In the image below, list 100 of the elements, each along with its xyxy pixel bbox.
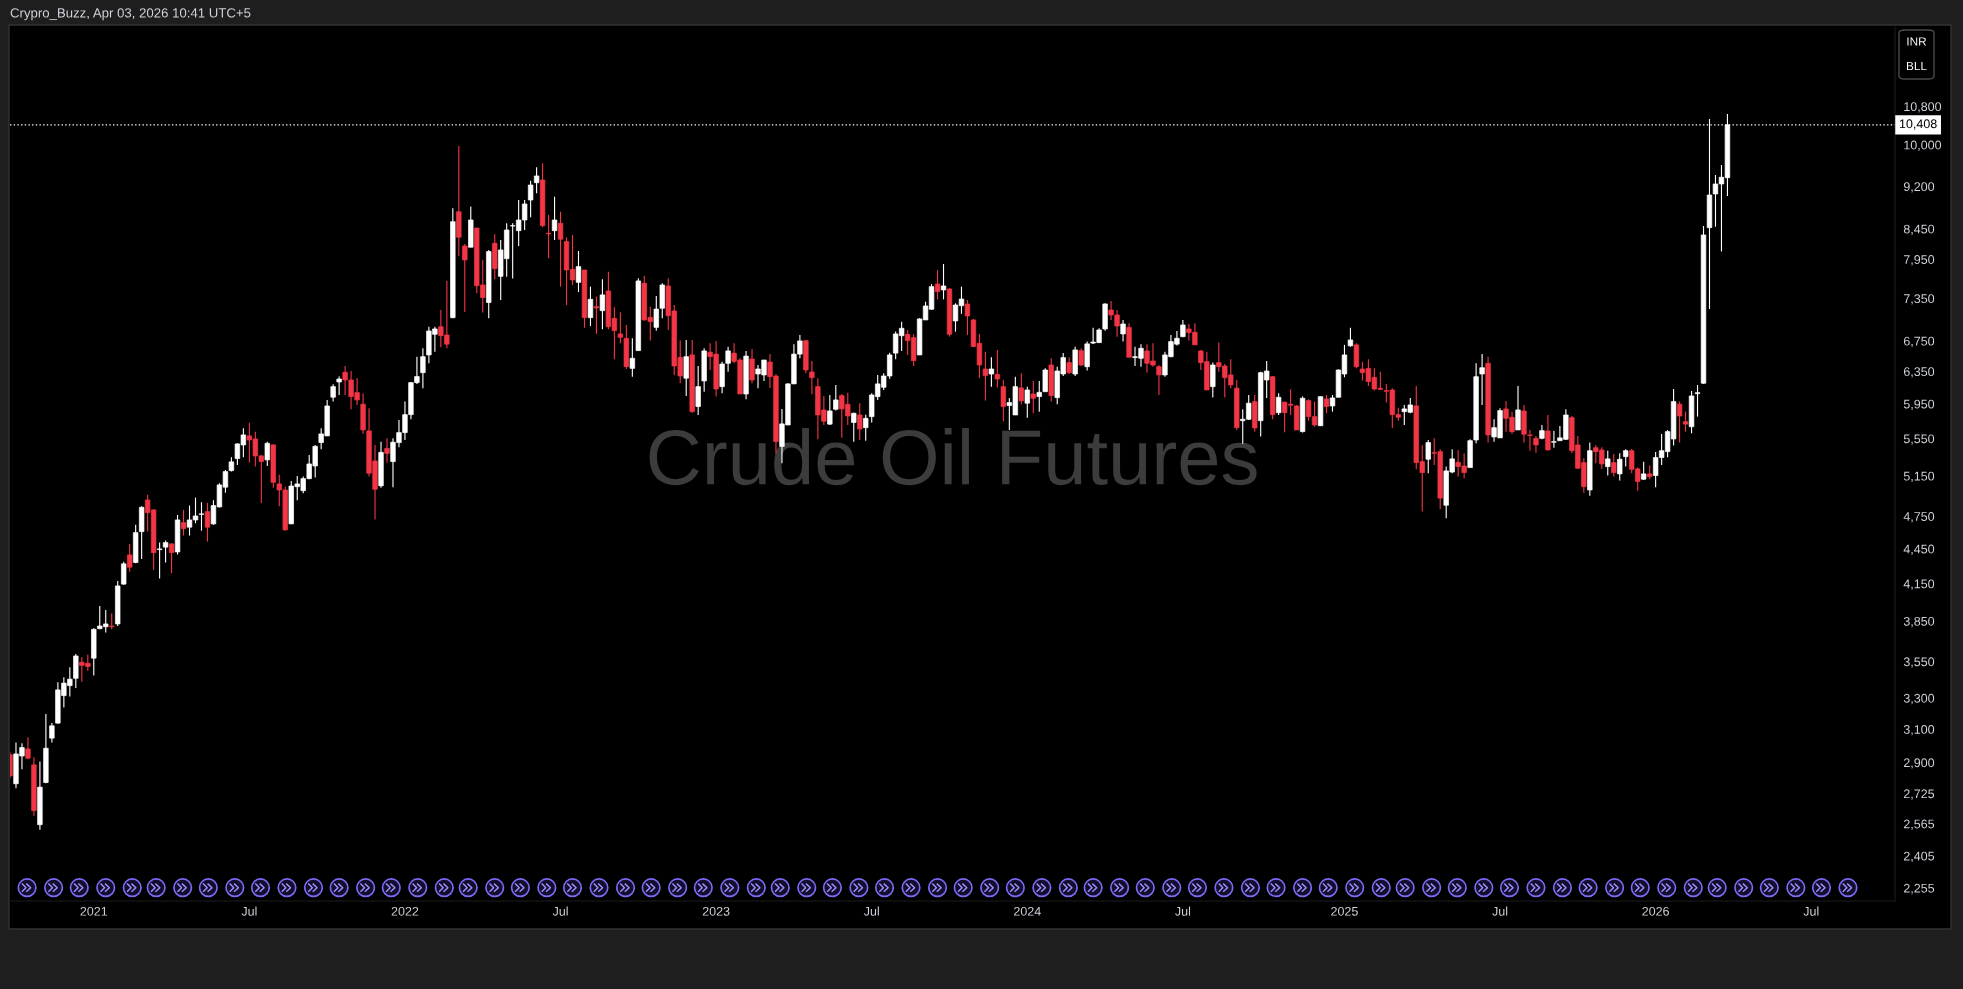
candlestick <box>533 166 540 194</box>
text: Crude Oil Futures <box>649 428 1257 486</box>
x-tick-label: Jul <box>863 906 879 916</box>
candlestick <box>809 360 815 395</box>
candlestick <box>1042 367 1048 393</box>
y-tick-label: 3,850 <box>1903 616 1935 628</box>
candlestick <box>384 437 390 464</box>
candlestick <box>73 653 79 689</box>
y-tick-label: 8,450 <box>1903 224 1935 235</box>
candlestick <box>1323 394 1330 414</box>
candlestick <box>49 722 55 744</box>
candlestick <box>1611 453 1617 478</box>
candlestick <box>127 543 133 573</box>
text: Crypro_Buzz, Apr 03, 2026 10:41 UTC+5 <box>10 8 251 21</box>
candlestick <box>545 214 552 259</box>
x-tick-label: 2026 <box>1642 906 1669 916</box>
y-tick-label: 6,750 <box>1903 336 1935 348</box>
candlestick <box>1533 435 1539 454</box>
x-tick-label: Jul <box>1803 906 1819 916</box>
x-tick-label: 2022 <box>391 906 419 916</box>
x-tick-label: Jul <box>1492 906 1508 916</box>
y-tick-label: 4,150 <box>1903 579 1935 590</box>
candlestick <box>964 299 971 336</box>
candlestick <box>180 509 187 537</box>
candlestick <box>863 414 869 442</box>
y-tick-label: 7,950 <box>1903 255 1935 266</box>
candlestick <box>527 180 534 218</box>
candlestick <box>695 365 701 416</box>
y-tick-label: 9,200 <box>1903 182 1935 193</box>
x-tick-label: Jul <box>241 906 257 916</box>
y-tick-label: 2,255 <box>1903 883 1935 895</box>
candlestick <box>1551 430 1557 449</box>
candlestick <box>557 211 564 288</box>
candlestick <box>1545 414 1551 451</box>
candlestick <box>587 286 594 327</box>
x-tick-label: 2025 <box>1331 906 1358 916</box>
candlestick <box>551 196 558 241</box>
candlestick <box>593 296 600 335</box>
candlestick <box>1617 452 1623 482</box>
y-tick-label: 5,550 <box>1903 434 1935 445</box>
candlestick <box>198 501 205 532</box>
candlestick <box>857 402 863 441</box>
candlestick <box>1275 392 1282 416</box>
y-tick-label: 2,900 <box>1903 758 1935 769</box>
candlestick <box>827 394 833 426</box>
candlestick <box>994 349 1001 389</box>
candlestick <box>462 243 468 313</box>
y-tick-label: 4,450 <box>1903 544 1935 555</box>
candlestick <box>1018 372 1024 405</box>
x-tick-label: Jul <box>552 906 568 916</box>
y-tick-label: 4,750 <box>1903 512 1935 523</box>
candlestick <box>336 375 342 396</box>
x-tick-label: 2021 <box>80 906 108 916</box>
candlestick <box>1036 380 1042 413</box>
candlestick <box>168 542 175 574</box>
candlestick <box>1425 439 1431 474</box>
y-tick-label: 7,350 <box>1903 294 1935 305</box>
candlestick <box>988 356 995 388</box>
y-tick-label: 2,725 <box>1903 789 1935 800</box>
y-tick-label: 6,350 <box>1903 367 1935 378</box>
candlestick <box>749 348 755 384</box>
candlestick <box>204 502 211 543</box>
x-tick-label: 2024 <box>1014 906 1041 916</box>
candlestick <box>1676 401 1683 444</box>
candlestick <box>1030 380 1036 414</box>
candlestick <box>1347 327 1354 348</box>
candlestick <box>1000 379 1007 422</box>
candlestick <box>1156 364 1162 396</box>
candlestick <box>1024 386 1030 419</box>
candlestick <box>121 561 127 586</box>
candlestick <box>683 339 689 397</box>
x-tick-label: 2023 <box>702 906 730 916</box>
y-tick-label: 3,100 <box>1903 725 1935 736</box>
y-tick-label: 2,565 <box>1903 819 1935 830</box>
y-tick-label: 5,950 <box>1903 399 1935 410</box>
candlestick <box>162 540 169 564</box>
candlestick <box>1210 362 1216 399</box>
candlestick <box>1682 411 1689 433</box>
candlestick <box>982 351 989 402</box>
candlestick <box>1515 385 1521 431</box>
candlestick <box>1479 353 1485 406</box>
candlestick <box>940 263 947 300</box>
candlestick <box>420 347 426 389</box>
candlestick <box>575 250 582 293</box>
candlestick <box>1694 384 1701 418</box>
y-tick-label: 3,550 <box>1903 657 1935 668</box>
candlestick <box>617 311 624 344</box>
candlestick <box>934 269 941 300</box>
text: BLL <box>1906 61 1927 71</box>
candlestick <box>1641 461 1647 481</box>
candlestick <box>156 542 163 580</box>
candlestick <box>1353 342 1360 369</box>
x-tick-label: Jul <box>1175 906 1191 916</box>
y-tick-label: 2,405 <box>1903 851 1935 862</box>
y-tick-label: 10,000 <box>1904 140 1942 151</box>
candlestick <box>264 441 270 467</box>
text: INR <box>1907 37 1927 46</box>
y-tick-label: 3,300 <box>1903 693 1935 705</box>
candlestick <box>629 337 636 378</box>
candlestick <box>1120 319 1126 343</box>
